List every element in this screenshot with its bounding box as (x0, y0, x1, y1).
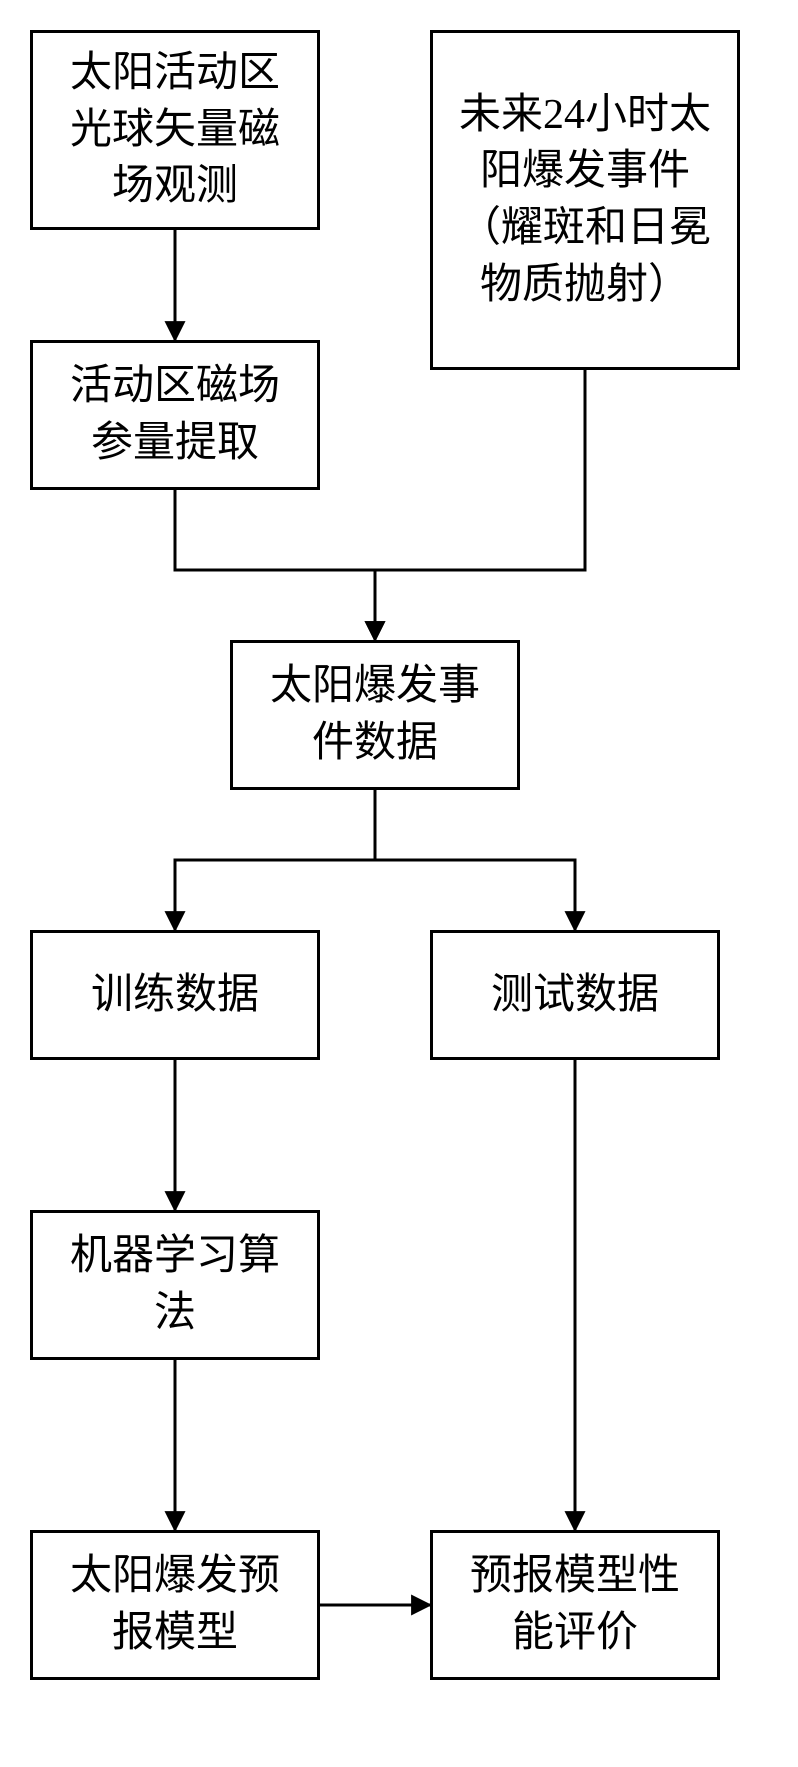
node-test-data: 测试数据 (430, 930, 720, 1060)
node-label: 未来24小时太阳爆发事件（耀斑和日冕物质抛射） (451, 87, 719, 314)
node-label: 太阳爆发事件数据 (251, 658, 499, 771)
node-forecast-model: 太阳爆发预报模型 (30, 1530, 320, 1680)
node-label: 活动区磁场参量提取 (51, 358, 299, 471)
node-ml-algorithm: 机器学习算法 (30, 1210, 320, 1360)
node-label: 测试数据 (491, 967, 659, 1024)
node-label: 太阳活动区光球矢量磁场观测 (51, 45, 299, 215)
node-train-data: 训练数据 (30, 930, 320, 1060)
node-param-extract: 活动区磁场参量提取 (30, 340, 320, 490)
node-performance-eval: 预报模型性能评价 (430, 1530, 720, 1680)
node-label: 机器学习算法 (51, 1228, 299, 1341)
node-label: 太阳爆发预报模型 (51, 1548, 299, 1661)
node-label: 训练数据 (91, 967, 259, 1024)
node-future-events: 未来24小时太阳爆发事件（耀斑和日冕物质抛射） (430, 30, 740, 370)
node-observation: 太阳活动区光球矢量磁场观测 (30, 30, 320, 230)
node-label: 预报模型性能评价 (451, 1548, 699, 1661)
node-event-data: 太阳爆发事件数据 (230, 640, 520, 790)
